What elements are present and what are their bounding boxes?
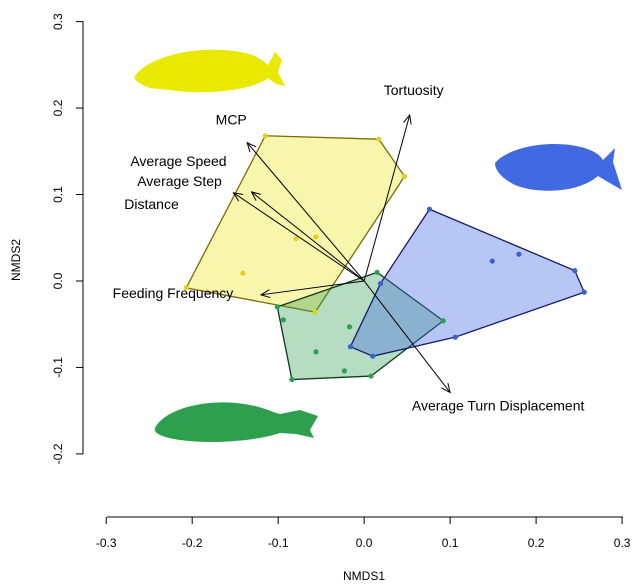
y-tick-label: 0.3 (51, 13, 65, 30)
hull (349, 208, 586, 357)
point (452, 334, 458, 340)
vector-label: Average Speed (130, 153, 226, 169)
fish-green (154, 402, 318, 443)
vector-label: Tortuosity (384, 82, 444, 98)
point (289, 376, 295, 383)
y-tick-label: 0.1 (51, 186, 65, 203)
point (347, 344, 353, 350)
point (489, 258, 495, 264)
y-axis-label: NMDS2 (9, 239, 23, 281)
point (183, 285, 189, 291)
point (440, 318, 446, 324)
y-tick-label: 0.2 (51, 99, 65, 116)
label-line: Distance (124, 196, 179, 212)
point (293, 236, 299, 242)
point (274, 304, 280, 310)
vector-arrow (261, 280, 365, 295)
x-axis-label: NMDS1 (343, 569, 385, 583)
vector-label: Average Step Distance (124, 173, 222, 212)
vector-label: MCP (216, 112, 247, 128)
point (312, 309, 318, 315)
x-tick-label: 0.0 (356, 536, 373, 550)
vector-arrow (363, 115, 410, 282)
y-tick-label: -0.2 (51, 443, 65, 464)
fish-yellow (134, 49, 285, 93)
point (374, 269, 380, 275)
point (280, 317, 286, 323)
point (376, 136, 382, 142)
point (572, 268, 578, 274)
point (368, 373, 374, 379)
point (370, 353, 376, 359)
x-tick-label: -0.1 (268, 536, 289, 550)
vector-arrow (363, 280, 450, 393)
vector-arrow (233, 193, 365, 282)
y-tick-label: -0.1 (51, 357, 65, 378)
x-tick-label: 0.1 (442, 536, 459, 550)
point (426, 206, 433, 212)
x-tick-label: 0.2 (528, 536, 545, 550)
point (346, 324, 353, 330)
y-tick-label: 0.0 (51, 272, 65, 289)
vector-label: Average Turn Displacement (412, 398, 585, 414)
x-tick-label: -0.2 (182, 536, 203, 550)
point (581, 289, 587, 295)
point (341, 368, 347, 374)
vector-arrow (252, 192, 365, 282)
x-tick-label: -0.3 (96, 536, 117, 550)
point (240, 270, 246, 276)
fish-blue (495, 144, 622, 191)
point (313, 349, 319, 355)
point (262, 133, 268, 139)
vector-arrow (247, 143, 365, 282)
label-line: Average Step (137, 173, 222, 189)
point (401, 173, 408, 179)
vector-label: Feeding Frequency (113, 285, 234, 301)
hull (185, 135, 406, 313)
x-tick-label: 0.3 (614, 536, 631, 550)
point (313, 234, 319, 240)
point (377, 280, 384, 287)
point (516, 251, 522, 257)
